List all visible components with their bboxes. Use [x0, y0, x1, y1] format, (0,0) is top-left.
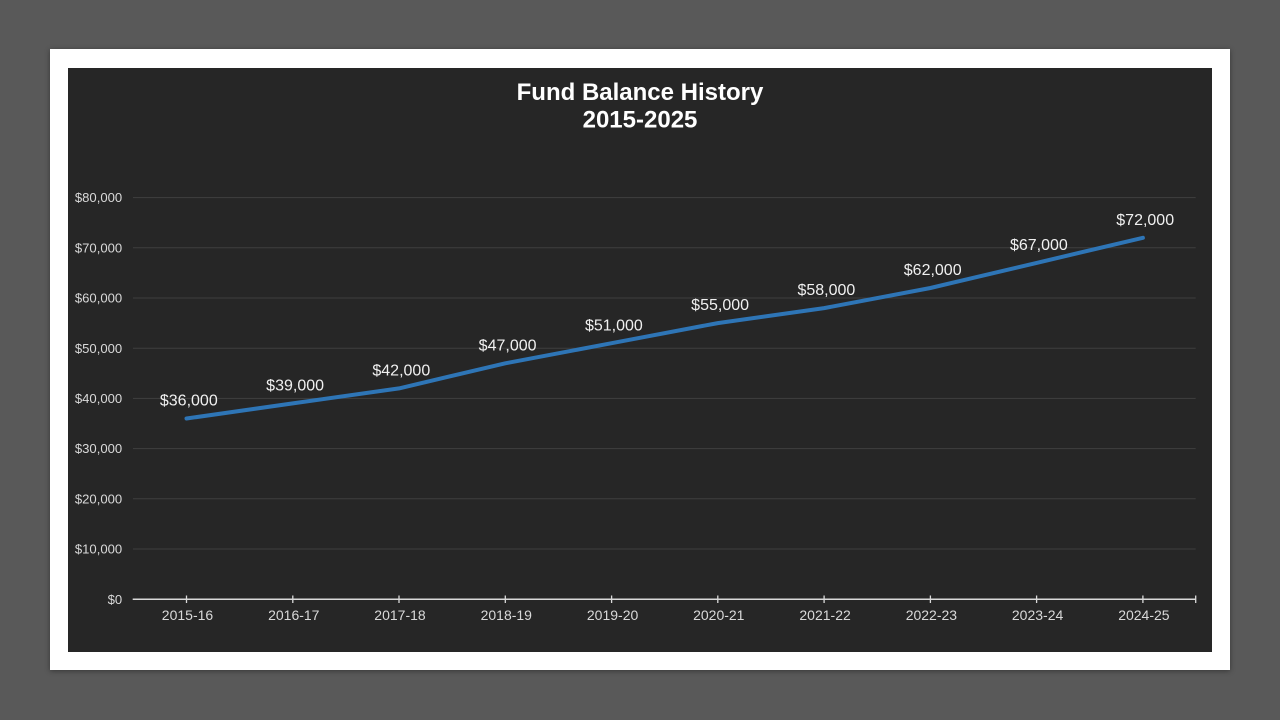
svg-text:$51,000: $51,000	[585, 317, 643, 334]
svg-text:$47,000: $47,000	[479, 337, 537, 354]
svg-text:2023-24: 2023-24	[1012, 607, 1064, 623]
svg-text:$10,000: $10,000	[75, 542, 122, 557]
svg-text:2015-16: 2015-16	[162, 607, 214, 623]
svg-text:2015-2025: 2015-2025	[583, 107, 698, 134]
svg-text:$42,000: $42,000	[372, 363, 430, 380]
svg-text:$36,000: $36,000	[160, 393, 218, 410]
svg-text:$80,000: $80,000	[75, 190, 122, 205]
svg-text:$58,000: $58,000	[797, 282, 855, 299]
svg-text:2024-25: 2024-25	[1118, 607, 1170, 623]
svg-text:2016-17: 2016-17	[268, 607, 320, 623]
svg-text:$50,000: $50,000	[75, 341, 122, 356]
svg-text:$70,000: $70,000	[75, 240, 122, 255]
svg-text:$62,000: $62,000	[904, 262, 962, 279]
svg-text:2020-21: 2020-21	[693, 607, 745, 623]
svg-text:$39,000: $39,000	[266, 378, 324, 395]
svg-text:2022-23: 2022-23	[906, 607, 958, 623]
svg-text:Fund Balance History: Fund Balance History	[517, 79, 764, 106]
svg-text:$60,000: $60,000	[75, 291, 122, 306]
svg-text:$0: $0	[108, 592, 123, 607]
svg-text:2018-19: 2018-19	[481, 607, 533, 623]
svg-text:2017-18: 2017-18	[374, 607, 426, 623]
svg-text:$20,000: $20,000	[75, 491, 122, 506]
svg-text:2021-22: 2021-22	[799, 607, 851, 623]
svg-text:2019-20: 2019-20	[587, 607, 639, 623]
svg-text:$67,000: $67,000	[1010, 237, 1068, 254]
svg-text:$40,000: $40,000	[75, 391, 122, 406]
svg-text:$55,000: $55,000	[691, 297, 749, 314]
svg-text:$72,000: $72,000	[1116, 212, 1174, 229]
svg-text:$30,000: $30,000	[75, 441, 122, 456]
